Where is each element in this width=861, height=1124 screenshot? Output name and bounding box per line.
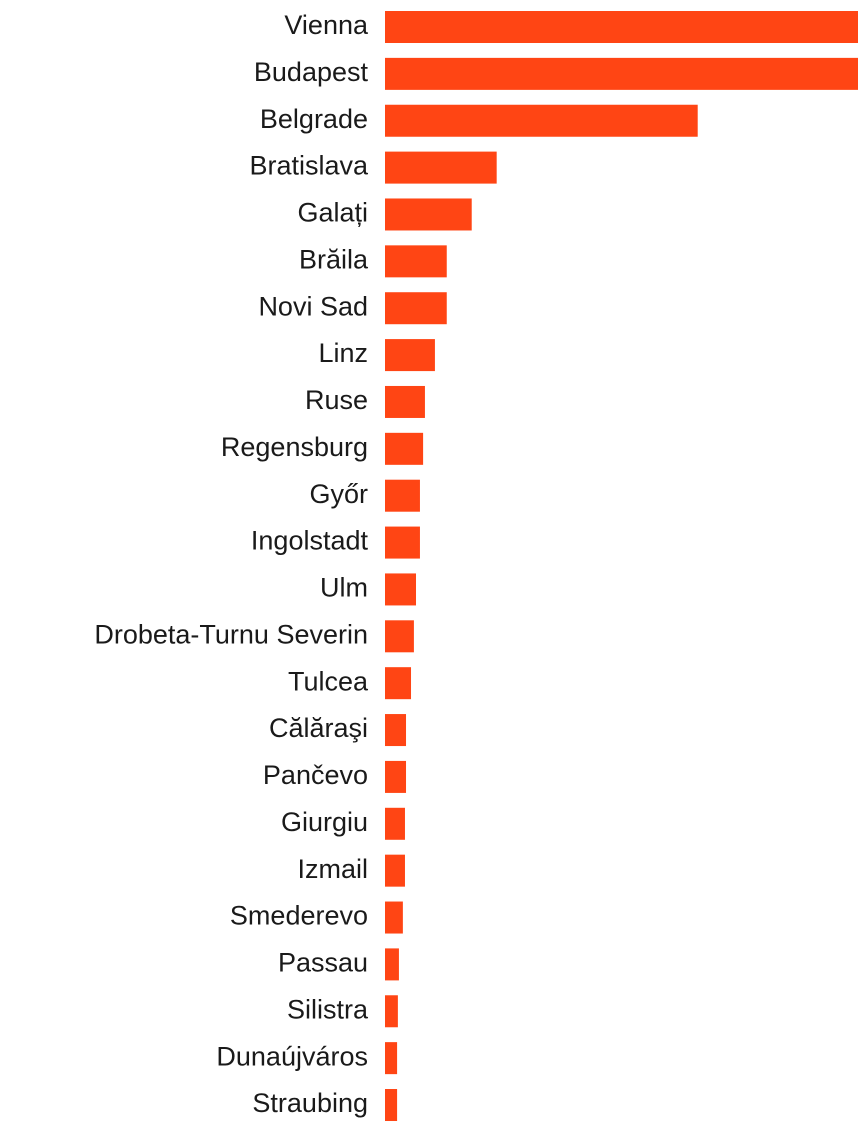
bar [385,292,447,325]
bar [385,948,399,981]
bar [385,432,424,465]
category-label: Galați [297,198,368,228]
category-label: Belgrade [260,104,368,134]
bar [385,339,435,372]
category-label: Brăila [299,244,369,274]
category-label: Linz [318,338,368,368]
bar [385,245,447,278]
category-label: Dunaújváros [216,1041,368,1071]
bar [385,151,497,184]
category-label: Pančevo [263,760,368,790]
bar [385,1042,398,1075]
category-label: Ingolstadt [251,526,369,556]
category-label: Izmail [297,854,368,884]
category-label: Silistra [287,994,369,1024]
category-label: Győr [309,479,368,509]
bar [385,11,858,43]
bar [385,760,407,793]
category-label: Ruse [305,385,368,415]
bar [385,385,425,418]
bar [385,995,398,1028]
bar [385,714,407,747]
category-label: Drobeta-Turnu Severin [94,619,368,649]
bar [385,526,420,559]
bar [385,57,858,90]
bar [385,620,414,653]
bar [385,1089,398,1122]
category-label: Ulm [320,573,368,603]
bar [385,854,405,887]
category-label: Budapest [254,57,369,87]
bar [385,807,405,840]
category-label: Vienna [284,10,369,40]
category-label: Regensburg [221,432,368,462]
category-label: Bratislava [249,151,369,181]
category-label: Giurgiu [281,807,368,837]
bar [385,901,403,934]
category-label: Smederevo [230,901,368,931]
bar [385,104,698,137]
category-label: Călăraşi [269,713,368,743]
bar [385,573,417,606]
category-label: Passau [278,948,368,978]
bar [385,479,420,512]
category-label: Straubing [252,1088,368,1118]
category-label: Tulcea [288,666,369,696]
bar [385,667,412,700]
category-label: Novi Sad [258,291,368,321]
bar [385,198,472,231]
